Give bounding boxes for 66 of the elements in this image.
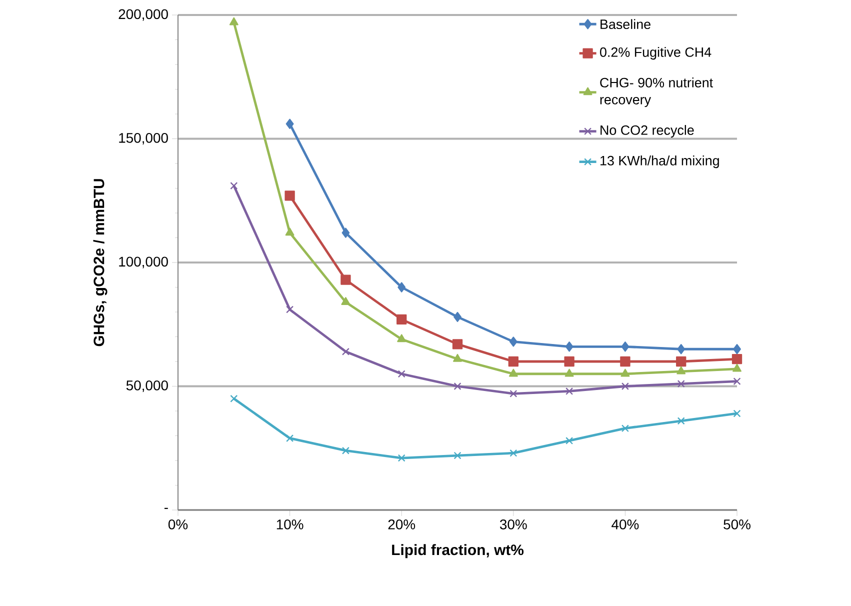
x-tick-label: 10% [276,519,304,530]
point [621,424,629,432]
point [285,228,294,236]
point [342,446,350,454]
legend-label: No CO2 recycle [600,125,694,138]
point [564,368,574,377]
point [397,334,406,342]
y-tick-label: 100,000 [119,256,168,268]
point [677,380,685,388]
x-tick-label: 0% [168,519,188,530]
x-tick-label: 50% [724,519,750,530]
point [676,356,686,367]
point [677,417,685,425]
point [284,190,295,201]
point [452,339,463,350]
point [453,354,462,362]
y-tick-label: 200,000 [118,9,168,21]
point [508,356,518,367]
point [398,454,406,462]
point [398,282,406,292]
point [509,336,518,347]
point [342,228,350,238]
point [676,366,686,374]
point [621,342,630,352]
x-tick-label: 40% [612,519,639,530]
point [230,394,238,402]
point [396,314,407,325]
point [341,297,350,305]
point [340,274,351,285]
y-tick-label: 150,000 [119,132,168,145]
point [286,306,294,314]
x-tick-label: 30% [500,519,527,530]
x-axis-title: Lipid fraction, wt% [392,544,524,558]
point [342,348,350,356]
point [733,410,741,418]
legend-label: 0.2% Fugitive CH4 [600,47,712,60]
point [677,344,686,354]
point [508,368,518,377]
point [620,368,630,377]
point [229,17,238,26]
y-axis-title: GHGs, gCO2e / mmBTU [93,179,108,346]
point [733,344,741,354]
point [286,118,294,129]
y-tick-label: - [164,508,168,509]
point [566,387,574,395]
point [286,434,294,442]
legend-label: CHG- 90% nutrient recovery [600,78,713,108]
point [454,452,462,460]
point [398,370,406,378]
point [733,378,741,386]
point [510,390,518,398]
point [621,382,629,390]
x-tick-label: 20% [388,519,416,530]
point [620,356,630,367]
point [564,356,574,367]
point [230,182,238,190]
point [732,354,742,364]
y-tick-label: 50,000 [126,380,168,392]
legend-label: Baseline [600,19,650,30]
point [732,364,742,372]
point [454,382,462,390]
point [454,312,462,322]
point [565,342,574,352]
point [566,436,574,444]
legend-label: 13 KWh/ha/d mixing [600,156,719,168]
point [510,449,518,457]
